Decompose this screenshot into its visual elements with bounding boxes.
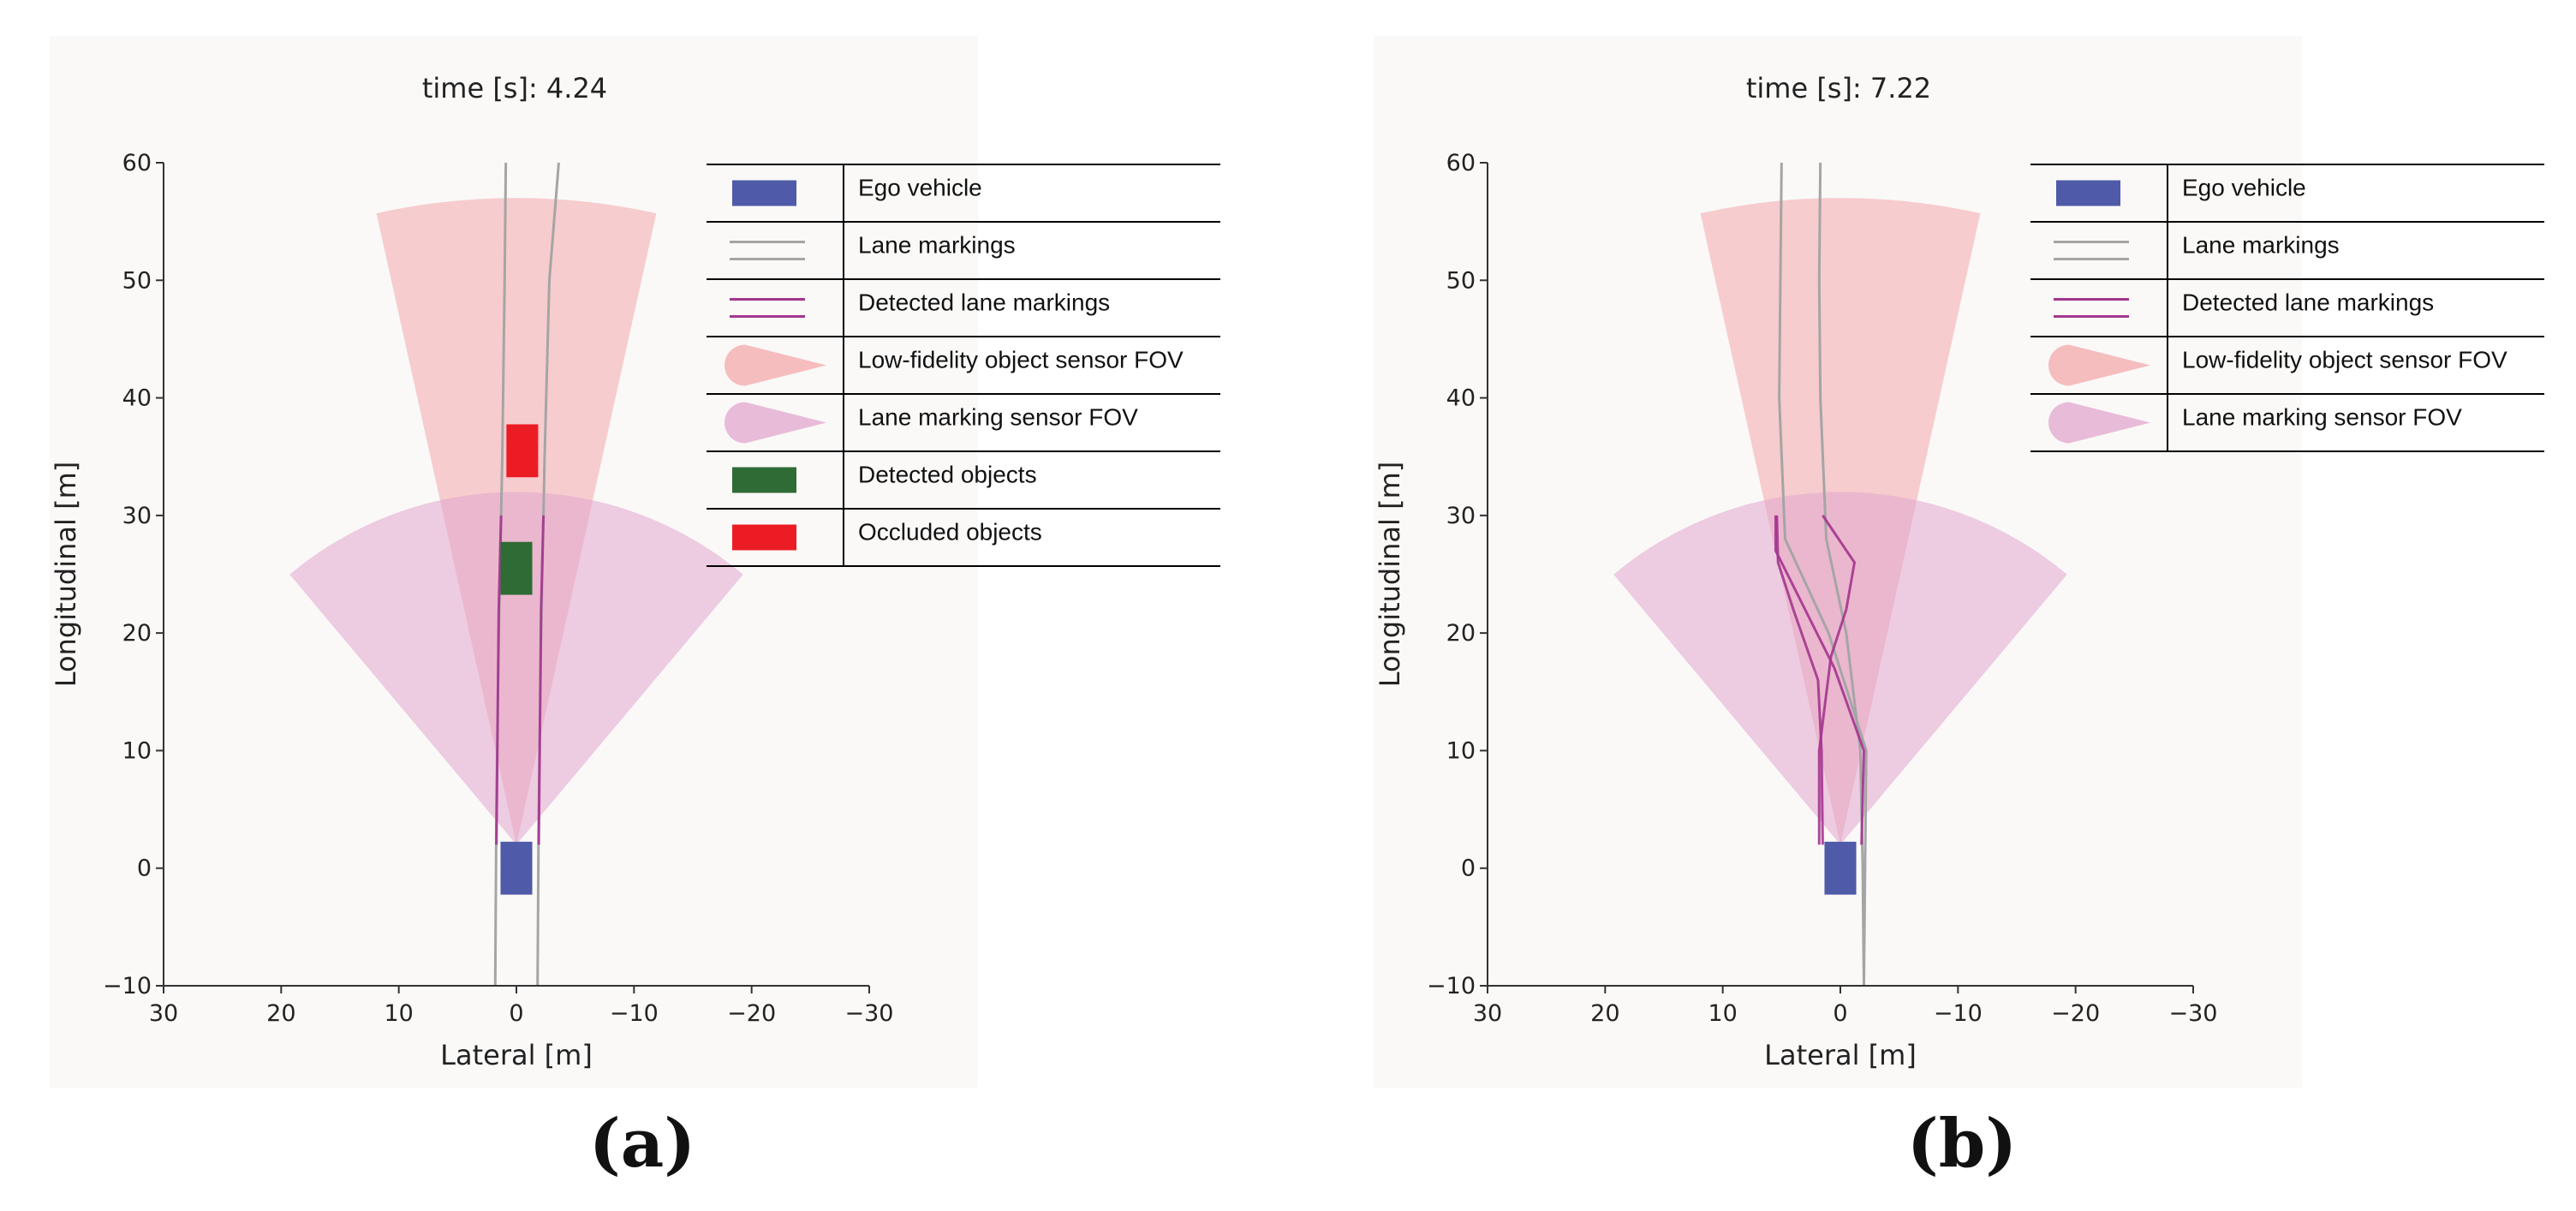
chart-a: time [s]: 4.24 −10 0 10 20 30 40 50 60 30 20 10 0 −10… xyxy=(50,72,1220,1071)
x-tick-label: 30 xyxy=(149,1000,178,1027)
detected-lane-marking-2 xyxy=(1775,515,1824,845)
legend-label-objfov: Low-fidelity object sensor FOV xyxy=(2182,347,2507,373)
chart-title: time [s]: 4.24 xyxy=(422,72,607,104)
legend-label-lane: Lane markings xyxy=(858,232,1016,259)
lane-marking-0 xyxy=(1817,162,1865,987)
y-tick-label: 40 xyxy=(1446,385,1476,412)
legend-swatch-occobj xyxy=(732,524,796,551)
legend-label-ego: Ego vehicle xyxy=(2182,175,2306,201)
legend-swatch-ego xyxy=(2056,180,2120,206)
legend-swatch-objfov xyxy=(724,344,826,386)
detected-lane-marking-0 xyxy=(495,515,503,845)
y-tick-label: 0 xyxy=(1461,856,1476,882)
x-tick-label: 20 xyxy=(1590,1000,1619,1027)
x-tick-label: 30 xyxy=(1473,1000,1502,1027)
legend-label-detlane: Detected lane markings xyxy=(2182,289,2434,316)
y-tick-label: 10 xyxy=(122,737,152,764)
panel-a: time [s]: 4.24 −10 0 10 20 30 40 50 60 30 20 10 0 −10… xyxy=(50,72,1220,1183)
y-tick-label: 0 xyxy=(137,856,152,882)
detected-lane-marking-1 xyxy=(537,515,546,845)
x-axis-label: Lateral [m] xyxy=(1764,1039,1917,1071)
chart-b: time [s]: 7.22 −10 0 10 20 30 40 50 60 30 20 10 0 −10… xyxy=(1374,36,2544,1088)
y-tick-label: 50 xyxy=(122,267,152,294)
y-tick-label: 40 xyxy=(122,385,152,412)
legend-swatch-lanefov xyxy=(724,402,826,444)
legend-swatch-objfov xyxy=(2048,344,2150,386)
legend-label-ego: Ego vehicle xyxy=(858,175,982,201)
legend-label-lane: Lane markings xyxy=(2182,232,2340,259)
lane-sensor-fov xyxy=(289,492,743,845)
x-tick-label: −20 xyxy=(727,1000,776,1027)
y-tick-label: −10 xyxy=(1427,973,1476,999)
y-tick-label: 20 xyxy=(1446,620,1476,647)
detected-object-0 xyxy=(500,541,533,595)
caption-b: (b) xyxy=(1906,1105,2018,1183)
ego-vehicle xyxy=(1824,841,1857,895)
legend-label-detobj: Detected objects xyxy=(858,462,1037,488)
legend-label-objfov: Low-fidelity object sensor FOV xyxy=(858,347,1184,373)
x-tick-label: −30 xyxy=(845,1000,894,1027)
y-tick-label: 30 xyxy=(1446,503,1476,529)
x-tick-label: 0 xyxy=(1833,1000,1847,1027)
x-tick-label: 20 xyxy=(266,1000,295,1027)
y-tick-label: 20 xyxy=(122,620,152,647)
legend-swatch-lanefov xyxy=(2048,402,2150,444)
legend-label-detlane: Detected lane markings xyxy=(858,289,1110,316)
legend-label-lanefov: Lane marking sensor FOV xyxy=(2182,404,2462,431)
x-tick-label: −20 xyxy=(2051,1000,2100,1027)
x-tick-label: −30 xyxy=(2169,1000,2218,1027)
x-tick-label: −10 xyxy=(610,1000,659,1027)
chart-title: time [s]: 7.22 xyxy=(1746,72,1931,104)
x-axis-label: Lateral [m] xyxy=(440,1039,593,1071)
ego-vehicle xyxy=(500,841,533,895)
y-axis-label: Longitudinal [m] xyxy=(1374,462,1406,687)
y-tick-label: −10 xyxy=(103,973,152,999)
x-tick-label: 10 xyxy=(1708,1000,1737,1027)
x-tick-label: −10 xyxy=(1934,1000,1983,1027)
legend-swatch-detobj xyxy=(732,467,796,493)
y-axis-label: Longitudinal [m] xyxy=(50,462,82,687)
y-tick-label: 10 xyxy=(1446,737,1476,764)
legend-label-lanefov: Lane marking sensor FOV xyxy=(858,404,1138,431)
y-tick-label: 30 xyxy=(122,503,152,529)
x-tick-label: 0 xyxy=(509,1000,523,1027)
detected-lane-marking-1 xyxy=(1774,515,1865,845)
lane-marking-1 xyxy=(1778,162,1868,987)
panel-b: time [s]: 7.22 −10 0 10 20 30 40 50 60 30 20 10 0 −10… xyxy=(1324,0,2576,1211)
detected-lane-marking-0 xyxy=(1817,515,1857,845)
y-tick-label: 60 xyxy=(122,150,152,176)
occluded-object-0 xyxy=(506,424,539,478)
y-tick-label: 50 xyxy=(1446,267,1476,294)
legend-label-occobj: Occluded objects xyxy=(858,519,1042,546)
legend-swatch-ego xyxy=(732,180,796,206)
caption-a: (a) xyxy=(588,1105,696,1183)
y-tick-label: 60 xyxy=(1446,150,1476,176)
x-tick-label: 10 xyxy=(384,1000,413,1027)
